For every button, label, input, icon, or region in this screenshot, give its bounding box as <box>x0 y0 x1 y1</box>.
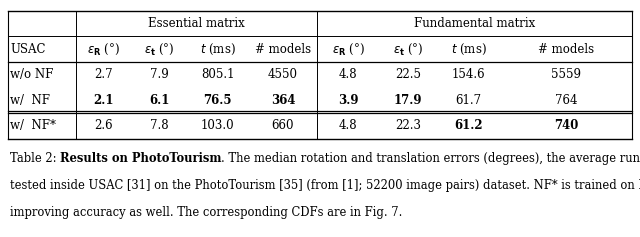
Text: # models: # models <box>538 43 595 55</box>
Text: 4.8: 4.8 <box>339 68 358 81</box>
Text: 22.5: 22.5 <box>395 68 421 81</box>
Text: Results on PhotoTourism: Results on PhotoTourism <box>60 152 221 165</box>
Text: 4550: 4550 <box>268 68 298 81</box>
Text: 805.1: 805.1 <box>201 68 234 81</box>
Text: 61.7: 61.7 <box>456 94 482 107</box>
Text: 2.6: 2.6 <box>94 119 113 132</box>
Text: Fundamental matrix: Fundamental matrix <box>414 17 536 30</box>
Text: $t$ (ms): $t$ (ms) <box>200 41 236 57</box>
Text: improving accuracy as well. The corresponding CDFs are in Fig. 7.: improving accuracy as well. The correspo… <box>10 206 402 219</box>
Text: w/o NF: w/o NF <box>10 68 54 81</box>
Text: 6.1: 6.1 <box>149 94 169 107</box>
Text: $\epsilon_{\mathbf{t}}$ (°): $\epsilon_{\mathbf{t}}$ (°) <box>144 41 174 57</box>
Text: $\epsilon_{\mathbf{R}}$ (°): $\epsilon_{\mathbf{R}}$ (°) <box>87 41 120 57</box>
Text: Essential matrix: Essential matrix <box>148 17 245 30</box>
Text: 2.7: 2.7 <box>94 68 113 81</box>
Text: # models: # models <box>255 43 311 55</box>
Text: 364: 364 <box>271 94 295 107</box>
Text: 3.9: 3.9 <box>338 94 358 107</box>
Text: w/  NF: w/ NF <box>10 94 51 107</box>
Text: $t$ (ms): $t$ (ms) <box>451 41 486 57</box>
Text: 154.6: 154.6 <box>452 68 486 81</box>
Text: 22.3: 22.3 <box>395 119 421 132</box>
Text: 61.2: 61.2 <box>454 119 483 132</box>
Text: 17.9: 17.9 <box>394 94 422 107</box>
Text: 103.0: 103.0 <box>201 119 234 132</box>
Text: 764: 764 <box>555 94 578 107</box>
Text: 76.5: 76.5 <box>204 94 232 107</box>
Text: 7.8: 7.8 <box>150 119 168 132</box>
Text: Table 2:: Table 2: <box>10 152 60 165</box>
Text: 2.1: 2.1 <box>93 94 114 107</box>
Text: 660: 660 <box>271 119 294 132</box>
Text: . The median rotation and translation errors (degrees), the average run-time (mi: . The median rotation and translation er… <box>221 152 640 165</box>
Text: 5559: 5559 <box>552 68 581 81</box>
Text: $\epsilon_{\mathbf{R}}$ (°): $\epsilon_{\mathbf{R}}$ (°) <box>332 41 365 57</box>
Text: USAC: USAC <box>10 43 45 55</box>
Text: 7.9: 7.9 <box>150 68 168 81</box>
Text: tested inside USAC [31] on the PhotoTourism [35] (from [1]; 52200 image pairs) d: tested inside USAC [31] on the PhotoTour… <box>10 179 640 192</box>
Text: w/  NF*: w/ NF* <box>10 119 56 132</box>
Text: $\epsilon_{\mathbf{t}}$ (°): $\epsilon_{\mathbf{t}}$ (°) <box>393 41 423 57</box>
Text: 740: 740 <box>554 119 579 132</box>
Text: 4.8: 4.8 <box>339 119 358 132</box>
